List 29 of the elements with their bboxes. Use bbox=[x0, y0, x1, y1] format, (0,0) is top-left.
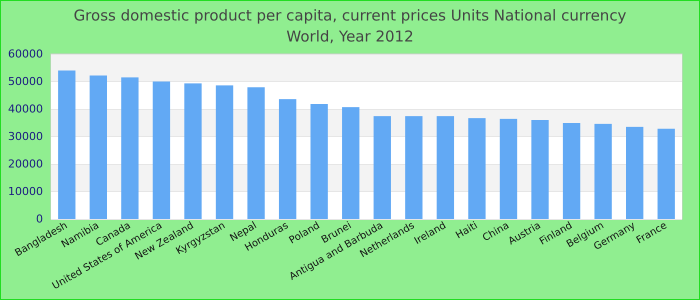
y-tick-label: 0 bbox=[36, 212, 43, 226]
bar bbox=[500, 118, 518, 219]
y-tick-label: 40000 bbox=[8, 102, 43, 116]
bar bbox=[278, 99, 296, 219]
bar bbox=[216, 85, 234, 219]
bar bbox=[405, 116, 422, 219]
y-tick-label: 60000 bbox=[8, 48, 43, 60]
bar bbox=[58, 70, 76, 219]
bar bbox=[342, 107, 360, 219]
bar bbox=[247, 87, 265, 219]
bar bbox=[626, 126, 644, 219]
chart-title: Gross domestic product per capita, current prices Units National currency bbox=[74, 6, 627, 24]
bar bbox=[436, 116, 454, 219]
y-tick-label: 50000 bbox=[8, 75, 43, 88]
bar bbox=[531, 120, 549, 219]
y-tick-label: 20000 bbox=[8, 158, 43, 170]
bar bbox=[658, 128, 675, 219]
y-tick-label: 10000 bbox=[8, 185, 43, 198]
bar bbox=[184, 83, 202, 219]
bar bbox=[152, 82, 170, 219]
y-tick-label: 30000 bbox=[8, 130, 43, 143]
bar bbox=[90, 75, 107, 219]
bar bbox=[121, 77, 139, 219]
bar bbox=[310, 104, 328, 219]
bar bbox=[594, 124, 612, 219]
bar bbox=[468, 118, 486, 219]
chart-subtitle: World, Year 2012 bbox=[286, 28, 414, 46]
bar bbox=[562, 123, 580, 219]
bar bbox=[374, 116, 391, 219]
